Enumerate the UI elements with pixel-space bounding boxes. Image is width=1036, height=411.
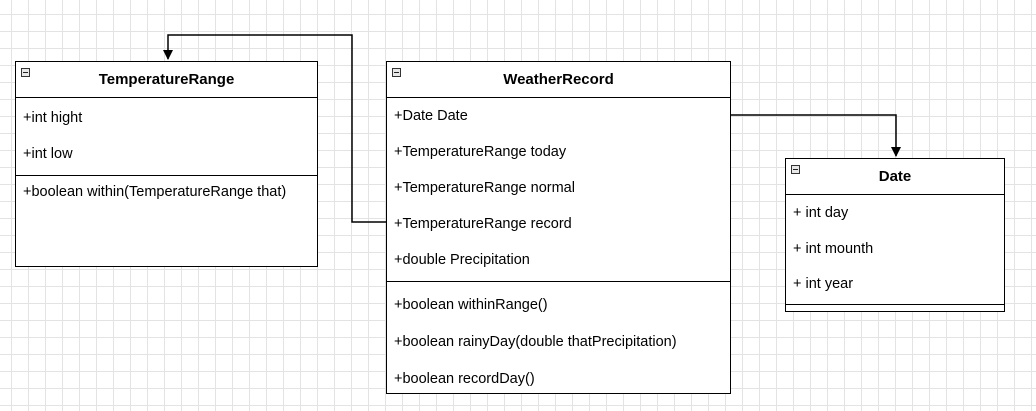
method: +boolean rainyDay(double thatPrecipitati… <box>394 334 677 350</box>
class-name: WeatherRecord <box>503 71 614 88</box>
attribute: +int low <box>23 146 73 162</box>
attribute: + int day <box>793 205 849 221</box>
methods-section: +boolean withinRange() +boolean rainyDay… <box>387 282 730 398</box>
methods-section: +boolean within(TemperatureRange that) <box>16 176 317 203</box>
collapse-icon[interactable] <box>791 165 800 174</box>
attributes-section: +int hight +int low <box>16 98 317 176</box>
collapse-icon[interactable] <box>392 68 401 77</box>
class-name: Date <box>878 168 912 185</box>
class-name: TemperatureRange <box>98 71 235 88</box>
class-header: Date <box>786 159 1004 195</box>
attributes-section: + int day + int mounth + int year <box>786 195 1004 305</box>
attribute: +Date Date <box>394 108 468 124</box>
attributes-section: +Date Date +TemperatureRange today +Temp… <box>387 98 730 282</box>
attribute: +TemperatureRange normal <box>394 180 575 196</box>
method: +boolean withinRange() <box>394 297 548 313</box>
method: +boolean recordDay() <box>394 371 535 387</box>
attribute: +double Precipitation <box>394 252 530 268</box>
attribute: + int year <box>793 276 854 292</box>
attribute: + int mounth <box>793 240 874 257</box>
link-weatherrecord-to-date <box>731 114 901 157</box>
attribute: +TemperatureRange record <box>394 216 572 232</box>
class-temperature-range[interactable]: TemperatureRange +int hight +int low +bo… <box>15 61 318 267</box>
attribute: +TemperatureRange today <box>394 144 567 160</box>
class-header: WeatherRecord <box>387 62 730 98</box>
attribute: +int hight <box>23 110 83 126</box>
collapse-icon[interactable] <box>21 68 30 77</box>
class-weather-record[interactable]: WeatherRecord +Date Date +TemperatureRan… <box>386 61 731 394</box>
link-weatherrecord-to-temperaturerange <box>163 34 386 223</box>
class-header: TemperatureRange <box>16 62 317 98</box>
method: +boolean within(TemperatureRange that) <box>23 184 287 200</box>
class-date[interactable]: Date + int day + int mounth + int year <box>785 158 1005 312</box>
